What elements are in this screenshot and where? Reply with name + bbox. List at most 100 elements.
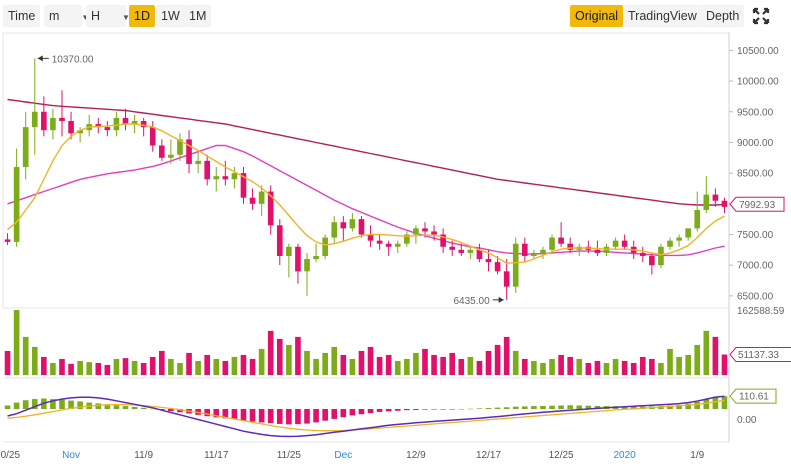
volume-bar bbox=[494, 344, 501, 375]
date-axis-label: Dec bbox=[334, 450, 352, 461]
candle-body bbox=[149, 127, 156, 146]
candle-body bbox=[404, 234, 410, 244]
volume-bar bbox=[4, 350, 11, 375]
ma-slow-line bbox=[7, 98, 725, 206]
macd-histogram-bar bbox=[440, 409, 446, 410]
price-tick-label: 6500.00 bbox=[737, 291, 774, 302]
date-axis-label: 10/25 bbox=[0, 450, 20, 461]
volume-bar bbox=[603, 362, 610, 375]
volume-bar bbox=[195, 360, 201, 375]
date-axis-label: 2020 bbox=[614, 450, 637, 461]
macd-histogram-bar bbox=[113, 405, 120, 409]
candle-body bbox=[503, 271, 510, 287]
volume-bar bbox=[276, 338, 283, 375]
candle-body bbox=[367, 234, 374, 241]
candle-body bbox=[41, 111, 47, 131]
macd-histogram-bar bbox=[413, 409, 419, 410]
volume-bar bbox=[540, 362, 546, 375]
macd-histogram-bar bbox=[267, 409, 274, 423]
last-price-label: 7992.93 bbox=[739, 200, 776, 211]
macd-histogram-bar bbox=[667, 405, 673, 409]
macd-histogram-bar bbox=[540, 405, 546, 409]
candle-body bbox=[712, 194, 719, 201]
macd-histogram-bar bbox=[286, 409, 292, 425]
volume-bar bbox=[639, 356, 646, 375]
volume-bar bbox=[140, 362, 147, 375]
candle-body bbox=[685, 228, 691, 238]
macd-histogram-bar bbox=[222, 409, 229, 419]
tradingview-button[interactable]: TradingView bbox=[623, 5, 702, 27]
date-axis-label: 11/17 bbox=[204, 450, 229, 461]
interval-1m-button[interactable]: 1M bbox=[184, 5, 212, 27]
date-axis-label: 12/9 bbox=[406, 450, 426, 461]
macd-histogram-bar bbox=[494, 407, 501, 409]
candle-body bbox=[658, 246, 664, 266]
price-tick-label: 9500.00 bbox=[737, 107, 774, 118]
depth-button[interactable]: Depth bbox=[701, 5, 745, 27]
candle-body bbox=[558, 237, 564, 244]
macd-histogram-bar bbox=[177, 409, 183, 413]
volume-bar bbox=[376, 356, 383, 375]
low-price-label: 6435.00 bbox=[454, 296, 491, 307]
volume-bar bbox=[41, 356, 47, 375]
minute-interval-dropdown[interactable]: m▼ bbox=[44, 5, 89, 27]
price-tick-label: 7000.00 bbox=[737, 261, 774, 272]
macd-histogram-bar bbox=[295, 409, 301, 425]
candle-body bbox=[50, 117, 56, 131]
volume-bar bbox=[104, 364, 111, 375]
price-tick-label: 8500.00 bbox=[737, 169, 774, 180]
macd-histogram-bar bbox=[122, 406, 129, 409]
volume-bar bbox=[22, 336, 29, 375]
candle-body bbox=[358, 219, 365, 235]
high-arrow-icon bbox=[37, 55, 43, 62]
macd-histogram-bar bbox=[258, 409, 265, 423]
volume-bar bbox=[485, 350, 492, 375]
macd-histogram-bar bbox=[567, 405, 574, 409]
interval-1w-button[interactable]: 1W bbox=[156, 5, 185, 27]
macd-histogram-bar bbox=[59, 399, 65, 409]
candle-body bbox=[295, 246, 301, 272]
volume-bar bbox=[267, 330, 274, 375]
candle-body bbox=[521, 243, 528, 256]
fullscreen-icon[interactable] bbox=[752, 7, 770, 25]
candle-body bbox=[267, 191, 274, 226]
volume-bar bbox=[177, 362, 183, 375]
volume-bar bbox=[476, 360, 483, 375]
interval-1d-button[interactable]: 1D bbox=[129, 5, 155, 27]
macd-histogram-bar bbox=[503, 407, 510, 409]
candle-body bbox=[431, 231, 437, 235]
hour-interval-dropdown[interactable]: H ▼ bbox=[86, 5, 130, 27]
volume-bar bbox=[521, 358, 528, 375]
candle-body bbox=[68, 120, 74, 134]
volume-bar bbox=[295, 336, 301, 375]
chart-toolbar: Time m▼ H▼ 1D 1W 1M Original TradingView… bbox=[0, 0, 791, 32]
macd-histogram-bar bbox=[531, 406, 537, 409]
date-axis-label: 11/9 bbox=[134, 450, 153, 461]
candle-body bbox=[567, 243, 574, 250]
original-view-button[interactable]: Original bbox=[570, 5, 624, 27]
volume-bar bbox=[367, 346, 374, 375]
volume-bar bbox=[358, 350, 365, 375]
candle-body bbox=[703, 194, 710, 210]
macd-histogram-bar bbox=[558, 405, 564, 409]
ma-mid-line bbox=[7, 144, 725, 257]
time-button[interactable]: Time bbox=[3, 5, 41, 27]
candle-body bbox=[512, 243, 519, 287]
volume-bar bbox=[222, 360, 229, 375]
macd-histogram-bar bbox=[77, 401, 83, 409]
candle-body bbox=[313, 255, 319, 260]
macd-histogram-bar bbox=[13, 402, 20, 409]
candle-body bbox=[639, 252, 646, 256]
date-axis-label: Nov bbox=[62, 450, 80, 461]
volume-bar bbox=[422, 348, 428, 375]
macd-histogram-bar bbox=[240, 409, 247, 421]
candle-body bbox=[77, 130, 83, 134]
macd-histogram-bar bbox=[331, 409, 338, 419]
macd-histogram-bar bbox=[521, 406, 528, 409]
low-arrow-icon bbox=[498, 296, 504, 303]
volume-bar bbox=[249, 358, 256, 375]
volume-max-label: 162588.59 bbox=[737, 306, 785, 317]
volume-bar bbox=[549, 358, 555, 375]
candle-body bbox=[113, 117, 120, 131]
candlestick-chart[interactable]: 10500.0010000.009500.009000.008500.00800… bbox=[0, 32, 791, 473]
